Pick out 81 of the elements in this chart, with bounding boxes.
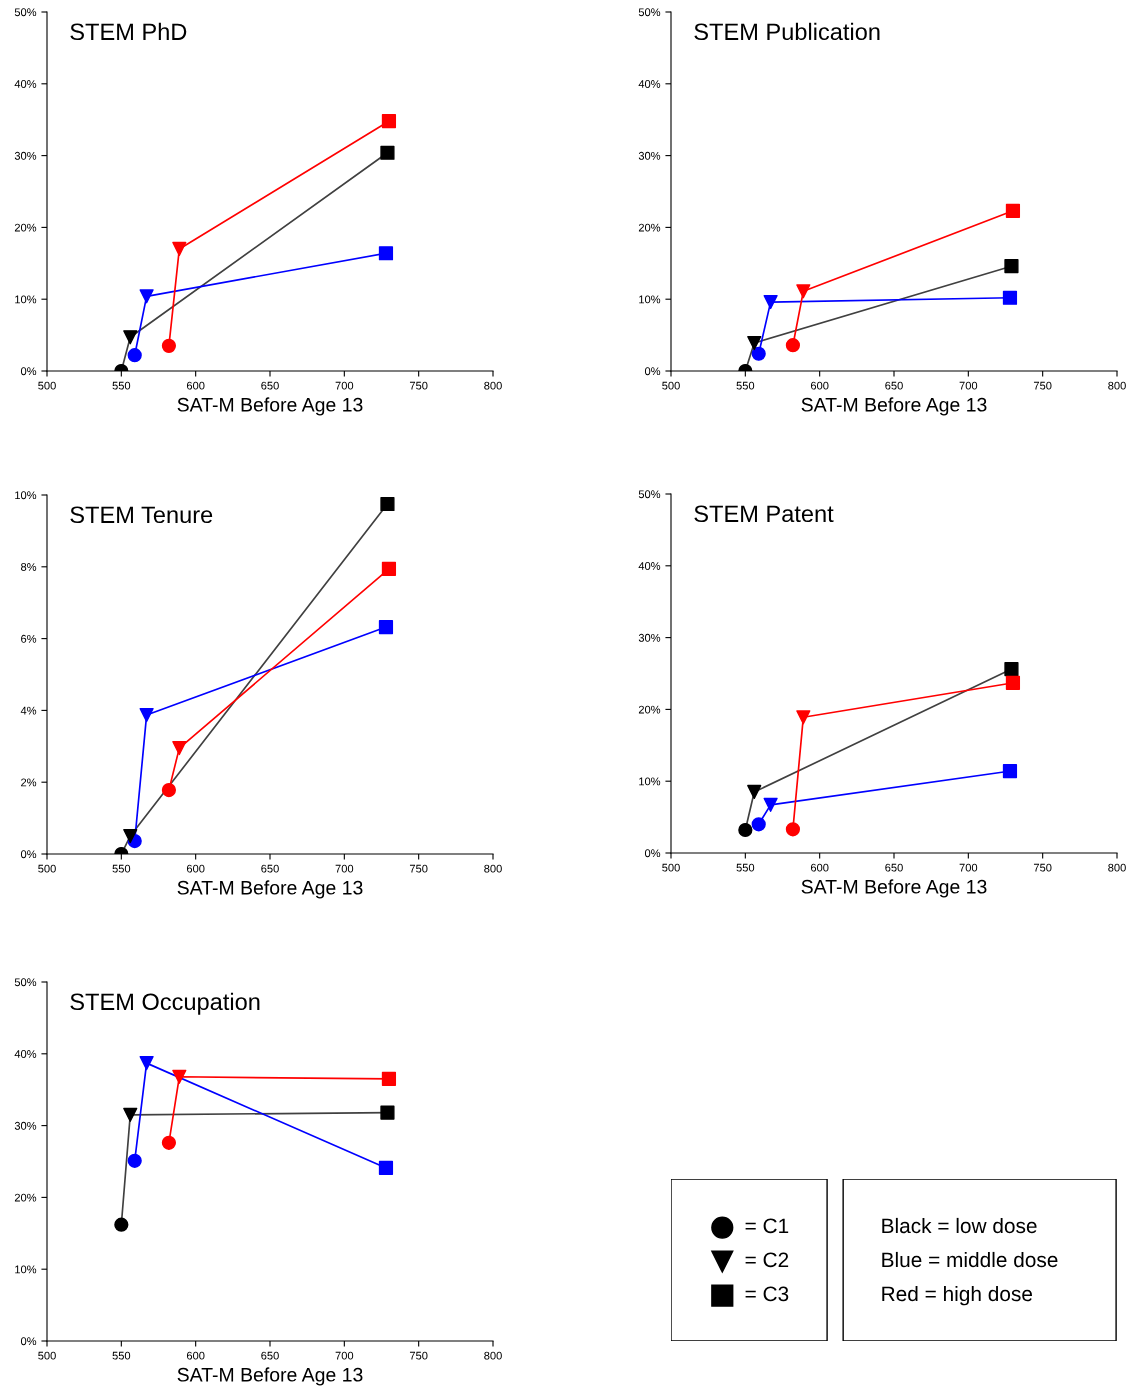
y-tick-label: 30% xyxy=(638,151,661,160)
chart-title: STEM PhD xyxy=(70,22,187,41)
y-tick-label: 10% xyxy=(15,1265,37,1274)
y-tick-label: 50% xyxy=(638,8,661,17)
y-tick-label: 20% xyxy=(14,223,37,232)
x-tick-label: 500 xyxy=(38,381,56,390)
x-tick-label: 700 xyxy=(335,1351,354,1360)
x-tick-label: 600 xyxy=(810,863,829,872)
x-axis-title: SAT-M Before Age 13 xyxy=(801,879,987,898)
x-tick-label: 750 xyxy=(1033,381,1052,390)
x-tick-label: 600 xyxy=(186,864,205,873)
x-tick-label: 550 xyxy=(112,1351,131,1360)
y-tick-label: 30% xyxy=(14,151,37,160)
y-tick-label: 4% xyxy=(20,706,37,715)
text: = C3 xyxy=(745,1286,789,1302)
x-axis-title: SAT-M Before Age 13 xyxy=(177,880,363,899)
x-tick-label: 500 xyxy=(38,1351,56,1360)
y-tick-label: 6% xyxy=(21,634,37,643)
text: Black = low dose xyxy=(882,1217,1037,1234)
x-tick-label: 650 xyxy=(885,381,903,390)
chart-title: STEM Patent xyxy=(694,505,834,523)
x-tick-label: 800 xyxy=(484,381,502,390)
text: Blue = middle dose xyxy=(882,1251,1058,1268)
x-tick-label: 750 xyxy=(409,1351,428,1360)
x-tick-label: 800 xyxy=(1108,863,1126,872)
text: Red = high dose xyxy=(882,1285,1033,1306)
y-tick-label: 0% xyxy=(20,1337,37,1346)
text: = C2 xyxy=(745,1252,789,1268)
x-tick-label: 800 xyxy=(1108,381,1126,390)
x-tick-label: 700 xyxy=(335,381,354,390)
y-tick-label: 10% xyxy=(15,491,37,500)
y-tick-label: 0% xyxy=(644,367,661,376)
y-tick-label: 50% xyxy=(14,978,37,987)
x-tick-label: 700 xyxy=(959,863,978,872)
x-tick-label: 800 xyxy=(484,1351,502,1360)
y-tick-label: 20% xyxy=(638,223,661,232)
y-tick-label: 50% xyxy=(14,8,37,17)
y-tick-label: 50% xyxy=(638,490,661,499)
y-tick-label: 8% xyxy=(21,563,37,571)
y-tick-label: 20% xyxy=(14,1193,37,1202)
x-tick-label: 800 xyxy=(484,864,502,873)
x-axis-title: SAT-M Before Age 13 xyxy=(177,1367,363,1386)
x-tick-label: 650 xyxy=(261,864,279,873)
y-tick-label: 10% xyxy=(15,295,37,304)
y-tick-label: 0% xyxy=(20,367,37,376)
y-tick-label: 40% xyxy=(14,1050,37,1058)
y-tick-label: 0% xyxy=(644,849,661,858)
y-tick-label: 10% xyxy=(639,777,661,786)
chart-title: STEM Tenure xyxy=(70,506,213,524)
chart-title: STEM Occupation xyxy=(70,992,260,1015)
x-tick-label: 650 xyxy=(261,1351,279,1360)
x-tick-label: 750 xyxy=(409,864,428,873)
x-tick-label: 650 xyxy=(261,381,279,390)
x-tick-label: 750 xyxy=(1033,863,1052,872)
x-tick-label: 600 xyxy=(810,381,829,390)
x-tick-label: 500 xyxy=(38,864,56,873)
y-tick-label: 40% xyxy=(638,562,661,570)
x-tick-label: 700 xyxy=(335,864,354,873)
x-tick-label: 700 xyxy=(959,381,978,390)
x-axis-title: SAT-M Before Age 13 xyxy=(177,397,363,416)
x-axis-title: SAT-M Before Age 13 xyxy=(801,397,987,416)
x-tick-label: 550 xyxy=(112,381,131,390)
x-tick-label: 550 xyxy=(736,381,755,390)
y-tick-label: 30% xyxy=(14,1121,37,1130)
y-tick-label: 30% xyxy=(638,633,661,642)
y-tick-label: 2% xyxy=(21,778,37,787)
y-tick-label: 40% xyxy=(14,80,37,88)
x-tick-label: 600 xyxy=(186,381,205,390)
x-tick-label: 750 xyxy=(409,381,428,390)
chart-title: STEM Publication xyxy=(694,22,880,41)
y-tick-label: 0% xyxy=(20,850,37,859)
x-tick-label: 500 xyxy=(662,381,680,390)
x-tick-label: 550 xyxy=(112,864,131,873)
y-tick-label: 10% xyxy=(639,295,661,304)
x-tick-label: 500 xyxy=(662,863,680,872)
x-tick-label: 550 xyxy=(736,863,755,872)
y-tick-label: 40% xyxy=(638,80,661,88)
y-tick-label: 20% xyxy=(638,705,661,714)
x-tick-label: 600 xyxy=(186,1351,205,1360)
text: = C1 xyxy=(745,1218,789,1234)
x-tick-label: 650 xyxy=(885,863,903,872)
